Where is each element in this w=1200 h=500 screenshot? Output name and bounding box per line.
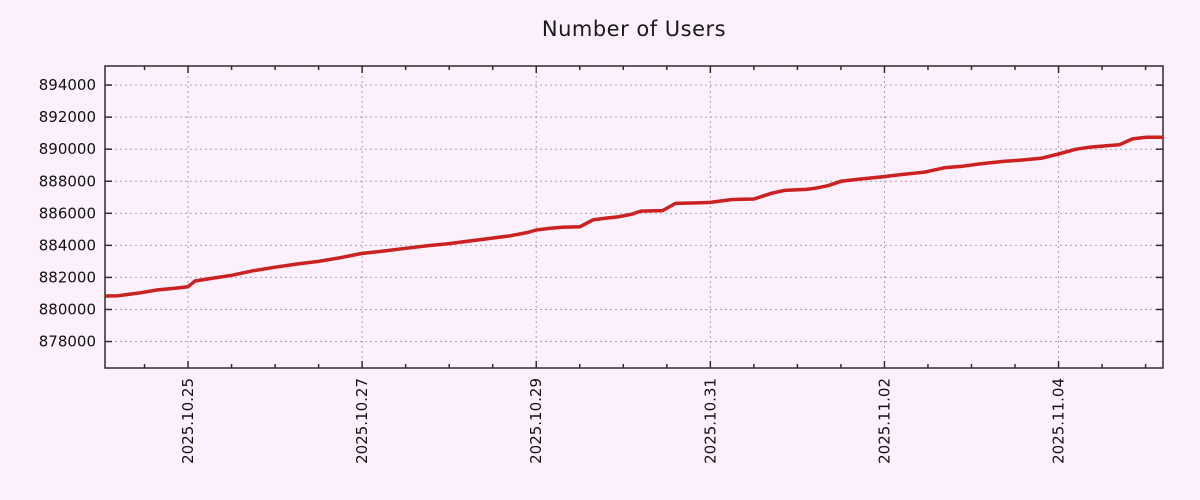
x-tick-label: 2025.10.31 <box>701 378 719 464</box>
y-tick-label: 878000 <box>39 333 96 351</box>
x-tick-label: 2025.11.04 <box>1050 378 1068 464</box>
y-tick-label: 892000 <box>39 108 96 126</box>
y-tick-label: 894000 <box>39 76 96 94</box>
y-tick-label: 890000 <box>39 140 96 158</box>
plot-border <box>104 65 1164 369</box>
x-tick-label: 2025.10.29 <box>527 378 545 464</box>
y-tick-label: 882000 <box>39 268 96 286</box>
x-tick-label: 2025.10.25 <box>179 378 197 464</box>
y-tick-label: 888000 <box>39 172 96 190</box>
y-tick-label: 884000 <box>39 236 96 254</box>
chart-title: Number of Users <box>541 17 727 41</box>
y-tick-label: 880000 <box>39 300 96 318</box>
users-series-line <box>105 135 1164 298</box>
x-tick-label: 2025.11.02 <box>875 378 893 464</box>
x-tick-label: 2025.10.27 <box>353 378 371 464</box>
y-tick-label: 886000 <box>39 204 96 222</box>
